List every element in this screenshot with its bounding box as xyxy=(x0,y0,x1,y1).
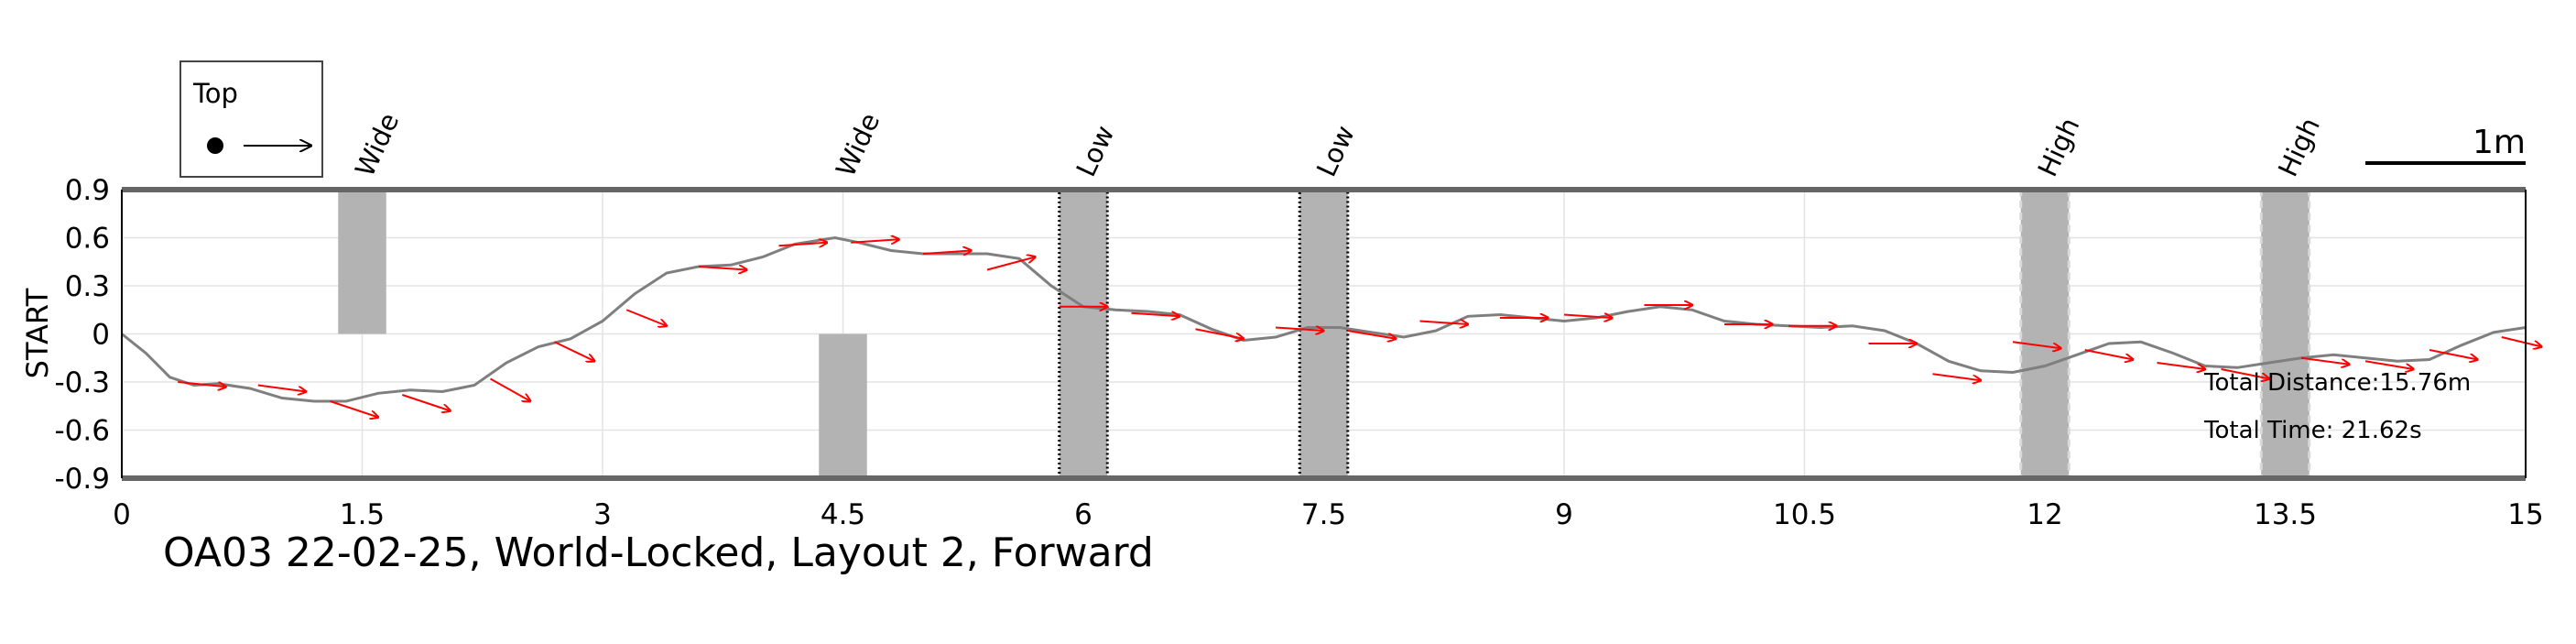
total-distance-annotation: Total Distance:15.76m xyxy=(2203,369,2471,397)
obstacle-label: High xyxy=(2272,113,2326,181)
orientation-arrow xyxy=(922,251,972,255)
y-axis-label: START xyxy=(20,288,55,378)
x-tick-label: 10.5 xyxy=(1773,498,1836,531)
orientation-arrow xyxy=(1347,330,1397,339)
orientation-arrow xyxy=(778,243,828,246)
orientation-arrow xyxy=(2157,362,2206,369)
y-tick-label: 0.9 xyxy=(65,174,110,207)
orientation-arrow xyxy=(330,400,379,418)
orientation-arrow xyxy=(401,394,451,411)
orientation-arrow xyxy=(1275,328,1324,332)
obstacle-label: Wide xyxy=(349,108,405,181)
trajectory-line xyxy=(121,235,2527,403)
y-tick-label: -0.9 xyxy=(55,463,111,496)
y-tick-label: -0.6 xyxy=(55,415,111,448)
scale-bar-label: 1m xyxy=(2473,124,2526,161)
orientation-arrow xyxy=(1419,322,1469,325)
x-tick-label: 4.5 xyxy=(821,498,865,531)
orientation-arrow xyxy=(2429,349,2478,360)
obstacle-label: High xyxy=(2032,113,2086,181)
legend: Top xyxy=(179,60,323,178)
x-tick-label: 15 xyxy=(2507,498,2543,531)
scale-bar: 1m xyxy=(2365,124,2526,165)
x-tick-labels: 0 1.5 3 4.5 6 7.5 9 10.5 12 13.5 15 xyxy=(113,498,2544,531)
x-tick-label: 3 xyxy=(593,498,612,531)
x-tick-label: 6 xyxy=(1074,498,1092,531)
obstacle-high xyxy=(2019,188,2071,480)
orientation-arrow xyxy=(554,341,595,361)
y-tick-label: 0 xyxy=(92,319,110,352)
orientation-arrows xyxy=(178,239,2541,417)
y-tick-labels: -0.9 -0.6 -0.3 0 0.3 0.6 0.9 xyxy=(55,174,111,496)
obstacle-label: Low xyxy=(1310,121,1361,181)
orientation-arrow xyxy=(257,384,307,392)
obstacle-low xyxy=(1058,188,1109,480)
legend-box xyxy=(179,60,323,178)
obstacle-wide xyxy=(819,333,867,478)
orientation-arrow xyxy=(2300,356,2350,365)
orientation-arrow xyxy=(986,257,1036,271)
orientation-arrow xyxy=(2364,360,2414,369)
orientation-arrow xyxy=(2012,341,2061,348)
chart-title: OA03 22-02-25, World-Locked, Layout 2, F… xyxy=(163,529,1154,576)
legend-dot-icon xyxy=(207,137,223,154)
orientation-arrow xyxy=(178,381,226,387)
orientation-arrow xyxy=(851,239,899,243)
orientation-arrow xyxy=(625,309,667,326)
orientation-arrow xyxy=(1195,328,1245,339)
orientation-arrow xyxy=(2084,349,2134,360)
orientation-arrow xyxy=(490,377,531,402)
orientation-arrow xyxy=(1563,315,1613,319)
y-tick-label: 0.6 xyxy=(65,223,110,256)
y-tick-label: 0.3 xyxy=(65,270,110,303)
x-tick-label: 12 xyxy=(2027,498,2062,531)
orientation-arrow xyxy=(1131,313,1180,317)
orientation-arrow xyxy=(698,267,747,270)
x-tick-label: 13.5 xyxy=(2254,498,2317,531)
obstacle-low xyxy=(1298,188,1350,480)
total-time-annotation: Total Time: 21.62s xyxy=(2203,417,2422,444)
obstacle-label: Wide xyxy=(830,108,886,181)
orientation-arrow xyxy=(2221,368,2270,379)
x-tick-label: 7.5 xyxy=(1301,498,1346,531)
y-tick-label: -0.3 xyxy=(55,366,111,399)
obstacle-wide xyxy=(338,190,386,334)
legend-label: Top xyxy=(192,78,238,109)
obstacle-high xyxy=(2259,188,2311,480)
obstacle-label: Low xyxy=(1071,121,1121,181)
x-tick-label: 1.5 xyxy=(340,498,385,531)
x-tick-label: 9 xyxy=(1555,498,1573,531)
axes xyxy=(121,187,2527,481)
x-tick-label: 0 xyxy=(113,498,131,531)
orientation-arrow xyxy=(2501,336,2542,347)
orientation-arrow xyxy=(1932,373,1982,380)
